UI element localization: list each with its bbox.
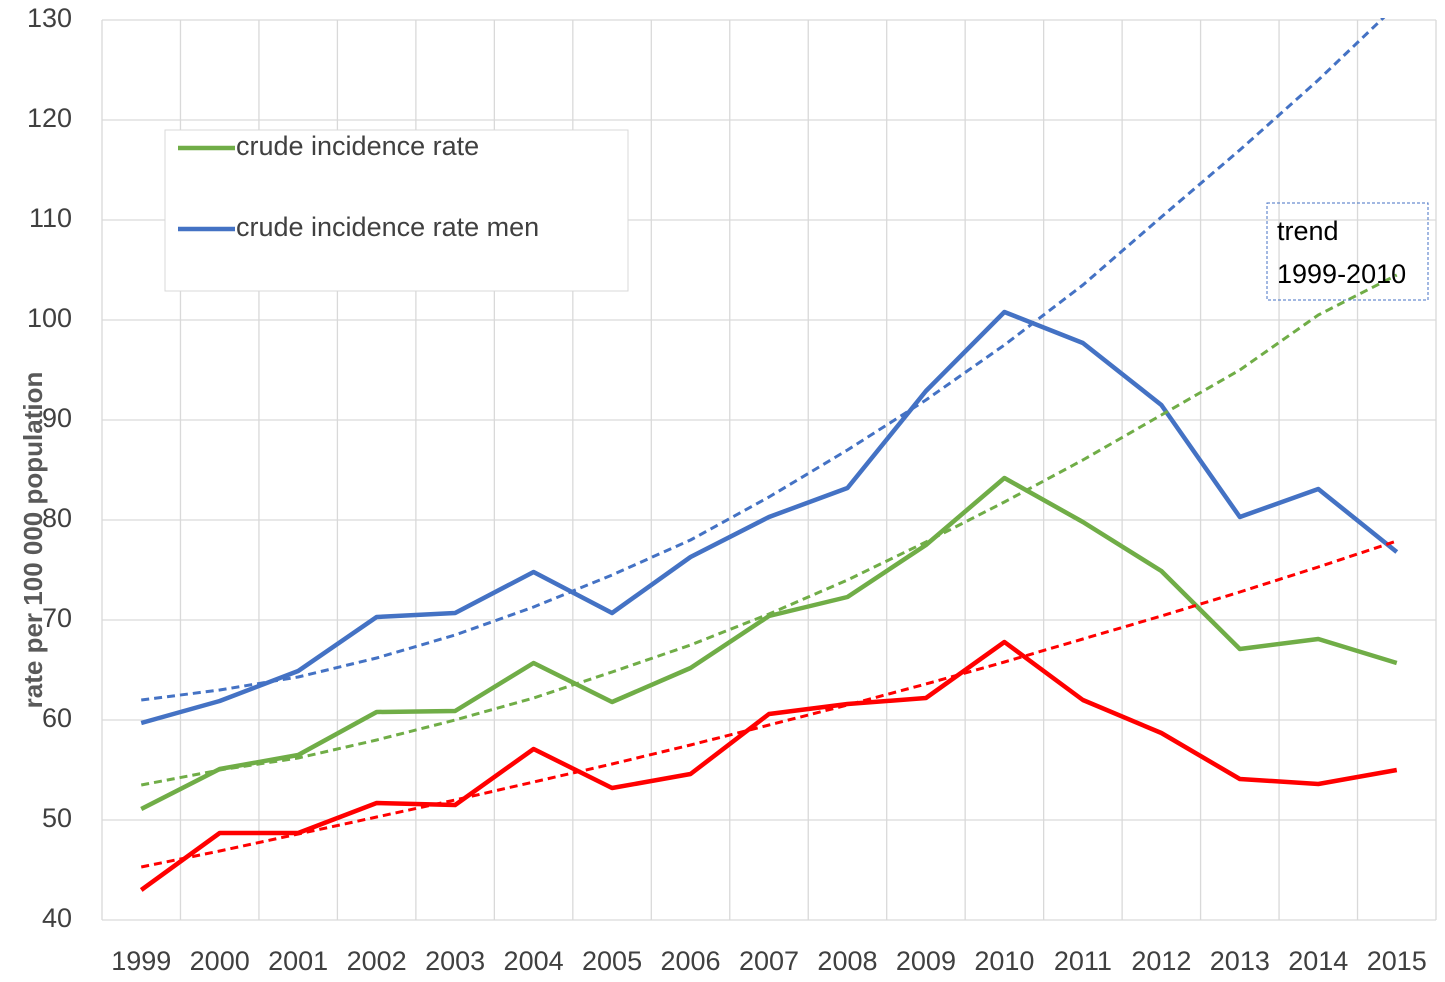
trend-line bbox=[140, 273, 1398, 787]
line bbox=[140, 475, 1398, 812]
y-tick-label: 90 bbox=[42, 403, 72, 433]
y-tick-label: 120 bbox=[27, 103, 72, 133]
y-tick-label: 130 bbox=[27, 3, 72, 33]
x-tick-label: 2001 bbox=[268, 946, 328, 976]
trend-line bbox=[140, 539, 1398, 869]
x-tick-label: 2004 bbox=[504, 946, 564, 976]
x-tick-label: 2003 bbox=[425, 946, 485, 976]
line bbox=[140, 309, 1399, 726]
x-tick-label: 2011 bbox=[1054, 946, 1112, 976]
legend-label: crude incidence rate men bbox=[236, 212, 539, 242]
y-tick-label: 70 bbox=[42, 603, 72, 633]
line bbox=[139, 639, 1398, 892]
trend-line bbox=[141, 18, 1386, 702]
x-tick-label: 2005 bbox=[582, 946, 642, 976]
y-tick-label: 100 bbox=[27, 303, 72, 333]
legend-box bbox=[164, 129, 629, 292]
x-tick-label: 2014 bbox=[1288, 946, 1348, 976]
annotation: 1999-2010 bbox=[1277, 259, 1406, 289]
y-tick-label: 110 bbox=[29, 203, 72, 233]
x-tick-label: 2000 bbox=[190, 946, 250, 976]
legend: crude incidence rate crude incidence rate… bbox=[178, 131, 539, 242]
y-tick-label: 50 bbox=[42, 803, 72, 833]
annotation: trend bbox=[1277, 216, 1339, 246]
x-tick-label: 2015 bbox=[1367, 946, 1427, 976]
x-tick-label: 2002 bbox=[347, 946, 407, 976]
y-tick-label: 40 bbox=[42, 903, 72, 933]
y-tick-label: 60 bbox=[42, 703, 72, 733]
x-tick-label: 2009 bbox=[896, 946, 956, 976]
x-tick-label: 2010 bbox=[974, 946, 1034, 976]
annotation-box bbox=[1266, 202, 1429, 301]
y-tick-label: 80 bbox=[42, 503, 72, 533]
x-tick-label: 2013 bbox=[1210, 946, 1270, 976]
plot-area bbox=[139, 18, 1399, 892]
x-tick-label: 1999 bbox=[111, 946, 171, 976]
x-tick-label: 2007 bbox=[739, 946, 799, 976]
x-tick-label: 2008 bbox=[817, 946, 877, 976]
x-tick-label: 2006 bbox=[660, 946, 720, 976]
y-axis-label: rate per 100 000 population bbox=[18, 372, 48, 709]
x-tick-label: 2012 bbox=[1131, 946, 1191, 976]
legend-label: crude incidence rate bbox=[236, 131, 479, 161]
